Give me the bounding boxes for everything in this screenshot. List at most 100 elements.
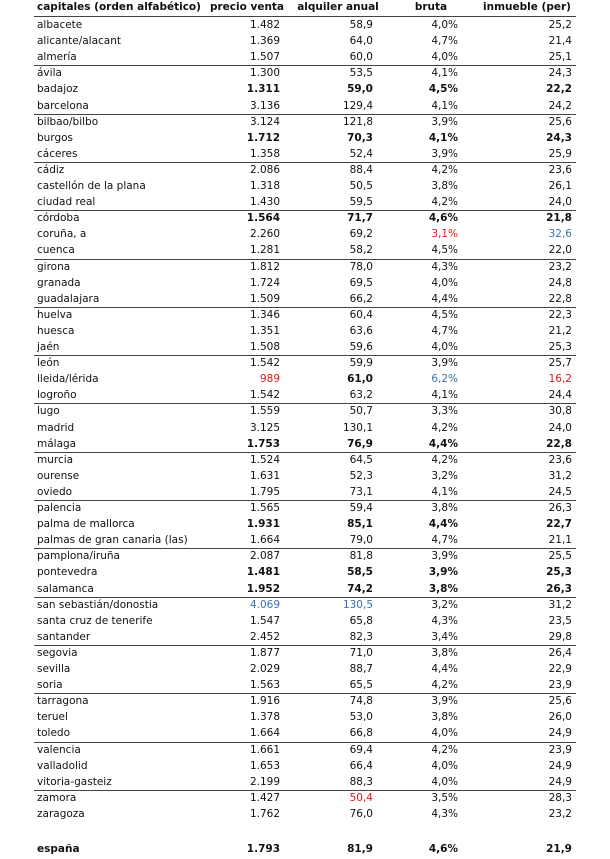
cell: 4,0% <box>431 775 458 788</box>
cell: 63,2 <box>349 389 373 402</box>
cell: 79,0 <box>349 534 373 547</box>
cell: 50,4 <box>349 791 373 804</box>
cell: 4,1% <box>431 389 458 402</box>
cell: 24,5 <box>548 485 572 498</box>
cell: 3.124 <box>249 115 280 128</box>
cell: 26,0 <box>548 711 572 724</box>
cell: 3,1% <box>431 228 458 241</box>
cell: santander <box>37 630 91 643</box>
cell: 50,5 <box>349 180 373 192</box>
cell: salamanca <box>37 582 94 595</box>
cell: 3,8% <box>431 180 458 192</box>
cell: tarragona <box>37 695 89 708</box>
cell: 3.125 <box>249 421 280 434</box>
cell: 69,5 <box>349 276 373 289</box>
cell: 22,0 <box>548 244 572 257</box>
cell: 1.351 <box>249 324 280 337</box>
cell: 25,2 <box>548 19 572 31</box>
cell: 25,1 <box>548 51 572 64</box>
cell: pamplona/iruña <box>37 550 120 563</box>
cell: 1.916 <box>249 695 280 708</box>
cell: 3,2% <box>431 469 458 482</box>
cell: capitales (orden alfabético) <box>37 1 201 13</box>
cell: 82,3 <box>349 630 373 643</box>
cell: 1.664 <box>249 534 280 547</box>
cell: 1.753 <box>246 437 280 450</box>
cell: 60,4 <box>349 308 373 321</box>
cell: 4,5% <box>428 83 458 96</box>
cell: 66,4 <box>349 759 373 772</box>
cell: 76,9 <box>347 437 373 450</box>
cell: 88,7 <box>349 663 373 675</box>
cell: 989 <box>259 373 280 386</box>
cell: 3,8% <box>431 646 458 659</box>
cell: inmueble (per) <box>483 1 571 13</box>
cell: 3,4% <box>431 630 458 643</box>
cell: segovia <box>37 646 78 659</box>
cell: 4.069 <box>249 598 280 611</box>
separator <box>34 451 576 453</box>
cell: valladolid <box>37 759 88 772</box>
cell: 2.199 <box>249 775 280 788</box>
cell: 71,7 <box>347 212 373 225</box>
separator <box>34 789 576 791</box>
cell: murcia <box>37 453 74 466</box>
cell: 4,6% <box>428 843 458 855</box>
cell: burgos <box>37 131 74 144</box>
cell: madrid <box>37 421 75 434</box>
cell: 1.762 <box>249 807 280 820</box>
cell: 1.311 <box>246 83 280 96</box>
cell: 66,8 <box>349 727 373 740</box>
cell: 31,2 <box>548 469 572 482</box>
cell: 24,8 <box>548 276 572 289</box>
cell: 4,2% <box>431 196 458 209</box>
cell: 21,2 <box>548 324 572 337</box>
cell: 4,2% <box>431 679 458 692</box>
cell: soria <box>37 679 63 692</box>
cell: 3,8% <box>431 502 458 514</box>
cell: 1.482 <box>249 19 280 31</box>
cell: 1.427 <box>249 791 280 804</box>
cell: 58,2 <box>349 244 373 257</box>
cell: 24,9 <box>548 775 572 788</box>
cell: 58,9 <box>349 19 373 31</box>
cell: 4,5% <box>431 308 458 321</box>
cell: 1.931 <box>246 518 280 531</box>
cell: 1.565 <box>249 502 280 514</box>
cell: vitoria-gasteiz <box>37 775 112 788</box>
cell: 2.260 <box>249 228 280 241</box>
cell: sevilla <box>37 663 71 675</box>
cell: 4,1% <box>431 67 458 80</box>
cell: 4,2% <box>431 163 458 176</box>
cell: 4,6% <box>428 212 458 225</box>
separator <box>34 741 576 743</box>
cell: 65,8 <box>349 614 373 627</box>
cell: 26,3 <box>548 502 572 514</box>
cell: 25,3 <box>546 566 572 579</box>
cell: zamora <box>37 791 77 804</box>
cell: 21,4 <box>548 35 572 48</box>
cell: 4,2% <box>431 743 458 756</box>
cell: lugo <box>37 405 60 418</box>
cell: 24,0 <box>548 196 572 209</box>
cell: 1.661 <box>249 743 280 756</box>
cell: málaga <box>37 437 77 450</box>
cell: españa <box>37 843 80 855</box>
cell: 23,9 <box>548 679 572 692</box>
cell: 23,2 <box>548 807 572 820</box>
cell: 25,3 <box>548 341 572 353</box>
cell: 1.369 <box>249 35 280 48</box>
cell: 4,4% <box>431 292 458 305</box>
cell: 24,0 <box>548 421 572 434</box>
cell: ourense <box>37 469 80 482</box>
cell: 2.086 <box>249 163 280 176</box>
cell: castellón de la plana <box>37 180 146 192</box>
cell: 4,7% <box>431 534 458 547</box>
cell: 2.452 <box>249 630 280 643</box>
cell: 1.664 <box>249 727 280 740</box>
cell: 3,9% <box>431 550 458 563</box>
cell: 69,4 <box>349 743 373 756</box>
separator <box>34 500 576 501</box>
cell: 4,0% <box>431 341 458 353</box>
cell: 52,4 <box>349 147 373 160</box>
